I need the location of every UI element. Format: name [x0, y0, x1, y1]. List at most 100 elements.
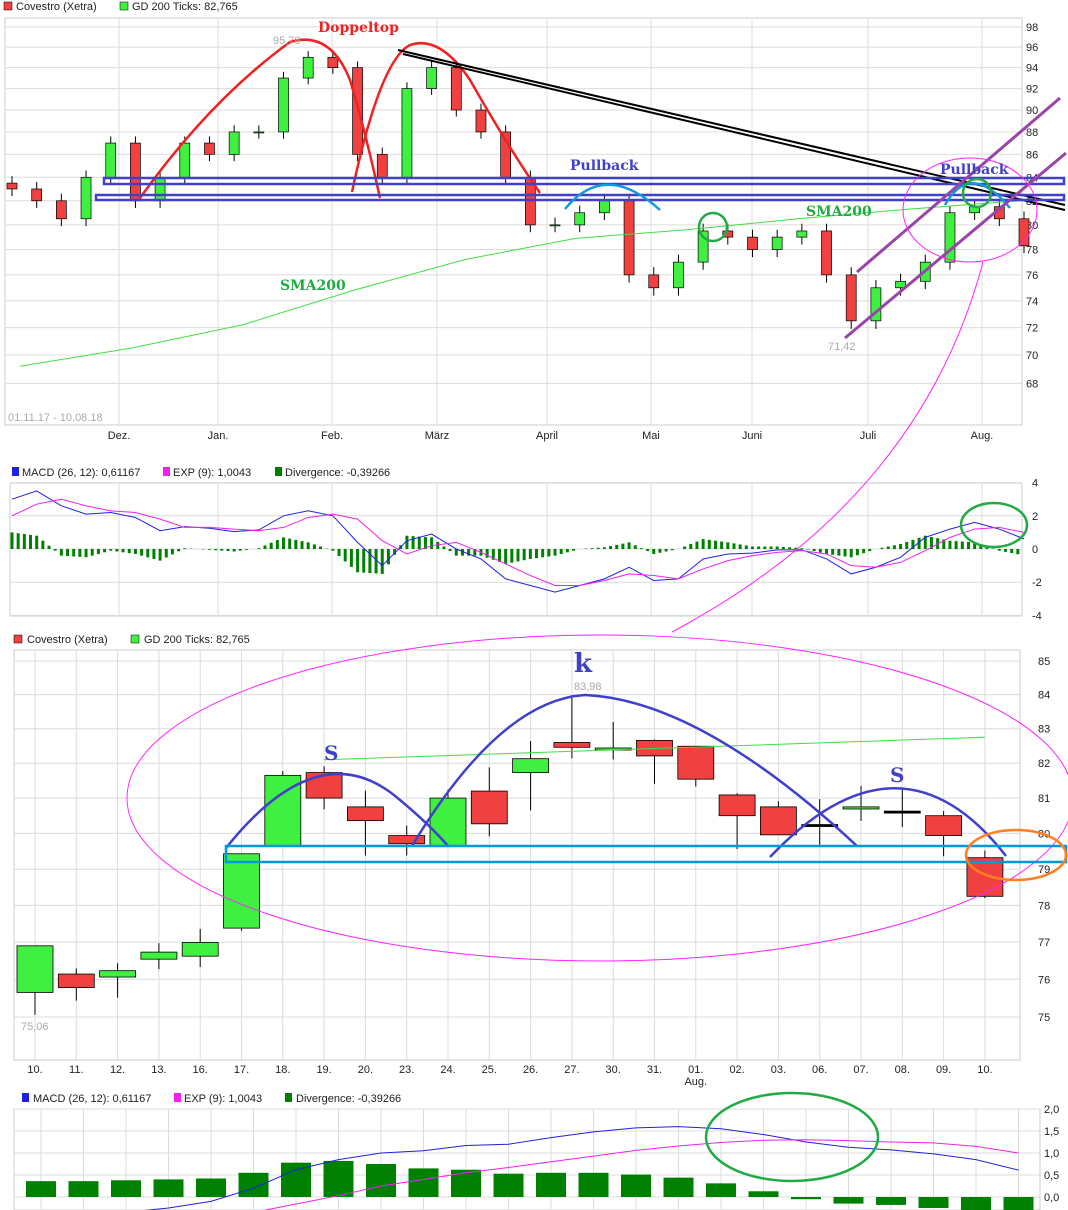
x-tick-label: 08. — [895, 1064, 910, 1076]
x-tick-label: 23. — [399, 1064, 414, 1076]
big-ellipse — [126, 634, 1068, 962]
divergence-bar — [596, 547, 600, 549]
divergence-bar — [152, 549, 156, 559]
divergence-bar — [923, 535, 927, 549]
candle — [57, 973, 95, 988]
y-tick-label: 74 — [1026, 296, 1038, 308]
highlight-circle-1 — [697, 211, 729, 243]
divergence-bar — [170, 549, 174, 555]
candle — [429, 797, 467, 847]
label-min-top: 71,42 — [828, 341, 856, 353]
divergence-bar — [954, 541, 958, 549]
legend-swatch-series — [3, 1, 13, 11]
doppeltop-arc-2 — [350, 42, 542, 194]
divergence-bar — [380, 549, 384, 574]
x-tick-label: April — [536, 430, 558, 442]
annotations-top: Doppeltop Pullback Pullback SMA200 SMA20… — [94, 20, 1067, 633]
exp-line — [263, 1139, 1019, 1210]
divergence-bar — [559, 549, 563, 554]
candle — [821, 230, 832, 276]
divergence-bar — [707, 539, 711, 549]
legend-swatch-series-2 — [13, 634, 23, 644]
divergence-bar — [535, 549, 539, 559]
y-tick-label: 76 — [1038, 974, 1050, 986]
divergence-bar — [806, 549, 810, 550]
divergence-bar — [738, 544, 742, 549]
candle — [346, 806, 384, 822]
divergence-bar — [66, 549, 70, 557]
label-sma200-1: SMA200 — [280, 278, 346, 294]
macd-line — [144, 1126, 1019, 1210]
divergence-bar — [26, 1181, 56, 1197]
label-sma200-2: SMA200 — [806, 204, 872, 220]
divergence-bar — [918, 1197, 949, 1208]
divergence-bar — [263, 545, 267, 549]
divergence-bar — [541, 549, 545, 558]
candle — [130, 142, 141, 202]
divergence-bar — [111, 1180, 141, 1197]
divergence-bar — [84, 549, 88, 558]
divergence-bar — [35, 535, 39, 549]
y-tick-label: 90 — [1026, 105, 1038, 117]
candle — [549, 224, 561, 227]
divergence-bar — [905, 541, 909, 549]
divergence-bar — [578, 1172, 609, 1197]
divergence-bar — [880, 547, 884, 549]
candle — [80, 176, 92, 220]
divergence-bar — [791, 1197, 821, 1200]
divergence-bar — [53, 549, 57, 551]
legend-series: Covestro (Xetra) — [16, 1, 97, 13]
divergence-bar — [695, 541, 699, 549]
y-tick-label: -2 — [1032, 577, 1042, 589]
divergence-bar — [312, 544, 316, 549]
divergence-bar — [1010, 549, 1014, 554]
neckline-zone — [224, 844, 1068, 864]
y-tick-label: 0,0 — [1044, 1192, 1059, 1204]
label-head: k — [574, 649, 593, 679]
divergence-bar — [22, 534, 26, 549]
divergence-bar — [121, 549, 125, 553]
divergence-bar — [504, 549, 508, 564]
divergence-bar — [769, 546, 773, 549]
divergence-bar — [115, 549, 119, 552]
divergence-bar — [720, 541, 724, 549]
y-tick-label: 83 — [1038, 724, 1050, 736]
exp-line — [11, 498, 1025, 587]
divergence-bar — [763, 546, 767, 549]
divergence-bar — [966, 541, 970, 549]
divergence-bar — [323, 1160, 354, 1197]
x-tick-label: 31. — [647, 1064, 662, 1076]
candle — [796, 230, 808, 238]
candle — [599, 200, 610, 214]
y-tick-label: 70 — [1026, 350, 1038, 362]
divergence-bar — [72, 549, 76, 557]
candle — [450, 67, 462, 111]
candle — [327, 56, 339, 68]
divergence-bar — [158, 549, 162, 561]
x-tick-label: 13. — [151, 1064, 166, 1076]
divergence-bar — [663, 1177, 694, 1197]
y-tick-label: 1,0 — [1044, 1148, 1059, 1160]
x-tick-label: 26. — [523, 1064, 538, 1076]
legend-swatch-macd — [12, 467, 19, 476]
head-arc — [410, 693, 858, 847]
legend-swatch-sma-2 — [130, 634, 140, 644]
x-tick-label: 12. — [110, 1064, 125, 1076]
candle — [105, 142, 117, 178]
y-tick-label: -4 — [1032, 610, 1042, 622]
label-max-bottom: 83,98 — [574, 681, 602, 693]
x-tick-label: 30. — [606, 1064, 621, 1076]
candle — [278, 77, 289, 133]
divergence-bar — [899, 544, 903, 549]
legend-swatch-sma — [119, 1, 129, 11]
candle — [56, 200, 67, 220]
divergence-bar — [467, 549, 471, 556]
x-tick-label: 19. — [316, 1064, 331, 1076]
candle — [181, 942, 219, 957]
divergence-bar — [748, 1191, 779, 1197]
label-pullback-1: Pullback — [570, 158, 639, 174]
candle — [697, 230, 709, 263]
divergence-bar — [349, 549, 353, 567]
date-range: 01.11.17 - 10.08.18 — [8, 412, 103, 424]
